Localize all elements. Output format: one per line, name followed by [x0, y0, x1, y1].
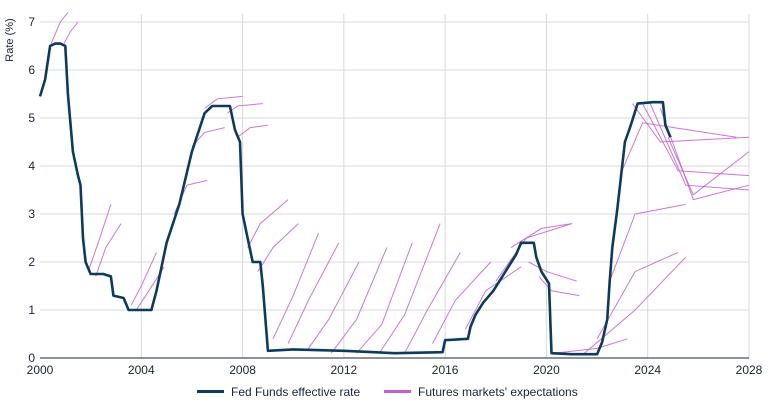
x-tick-label: 2004	[128, 363, 155, 377]
y-tick-labels: 0 1 2 3 4 5 6 7	[28, 15, 35, 365]
futures-expectation-path	[307, 261, 360, 349]
futures-expectation-path	[49, 12, 69, 47]
futures-expectation-path	[528, 261, 577, 282]
futures-expectation-path	[130, 252, 157, 306]
futures-expectation-path	[404, 252, 461, 354]
futures-expectation-path	[596, 251, 679, 340]
x-tick-label: 2012	[331, 363, 358, 377]
futures-expectation-path	[659, 108, 750, 201]
futures-expectation-path	[609, 203, 686, 282]
futures-expectation-path	[667, 136, 750, 196]
futures-expectation-path	[272, 233, 319, 340]
futures-expectation-path	[649, 103, 750, 191]
futures-expectation-path	[642, 103, 750, 177]
y-tick-label: 6	[28, 63, 35, 77]
y-axis-title: Rate (%)	[4, 18, 16, 61]
y-tick-label: 1	[28, 303, 35, 317]
fed-funds-line	[38, 42, 672, 356]
futures-expectation-path	[257, 223, 299, 272]
futures-expectation-path	[227, 103, 263, 114]
x-tick-label: 2000	[27, 363, 54, 377]
legend: Fed Funds effective rate Futures markets…	[197, 385, 578, 399]
futures-expectation-path	[510, 223, 572, 249]
futures-expectation-path	[356, 242, 413, 354]
x-tick-label: 2024	[634, 363, 661, 377]
futures-expectation-path	[464, 266, 522, 330]
y-tick-label: 7	[28, 15, 35, 29]
legend-swatch-futures	[384, 390, 411, 393]
futures-expectation-path	[62, 21, 79, 47]
legend-label-fed-funds: Fed Funds effective rate	[231, 385, 361, 399]
futures-expectation-path	[632, 103, 750, 143]
y-tick-label: 2	[28, 255, 35, 269]
futures-expectation-path	[87, 204, 112, 272]
futures-expectation-path	[538, 276, 580, 297]
futures-expectation-path	[378, 223, 441, 354]
futures-expectation-path	[584, 256, 687, 354]
x-tick-label: 2020	[533, 363, 560, 377]
x-tick-label: 2016	[432, 363, 459, 377]
y-tick-label: 3	[28, 207, 35, 221]
y-tick-label: 5	[28, 111, 35, 125]
futures-expectation-path	[237, 124, 268, 138]
futures-expectation-path	[204, 95, 243, 109]
x-tick-label: 2008	[229, 363, 256, 377]
x-tick-labels: 2000 2004 2008 2012 2016 2020 2024 2028	[27, 363, 763, 377]
futures-expectation-path	[495, 223, 572, 282]
legend-swatch-fed-funds	[197, 390, 224, 393]
y-tick-label: 0	[28, 351, 35, 365]
futures-expectation-path	[432, 261, 492, 344]
futures-expectation-path	[553, 338, 628, 354]
futures-expectation-path	[247, 199, 289, 248]
x-tick-label: 2028	[736, 363, 763, 377]
futures-expectation-path	[287, 242, 340, 344]
grid-lines	[40, 14, 750, 358]
legend-label-futures: Futures markets' expectations	[418, 385, 578, 399]
futures-expectation-path	[330, 247, 388, 354]
fed-funds-line-group	[38, 42, 672, 356]
futures-expectation-path	[95, 223, 122, 277]
futures-expectation-lines	[49, 12, 750, 354]
futures-expectation-path	[619, 122, 737, 176]
y-tick-label: 4	[28, 159, 35, 173]
